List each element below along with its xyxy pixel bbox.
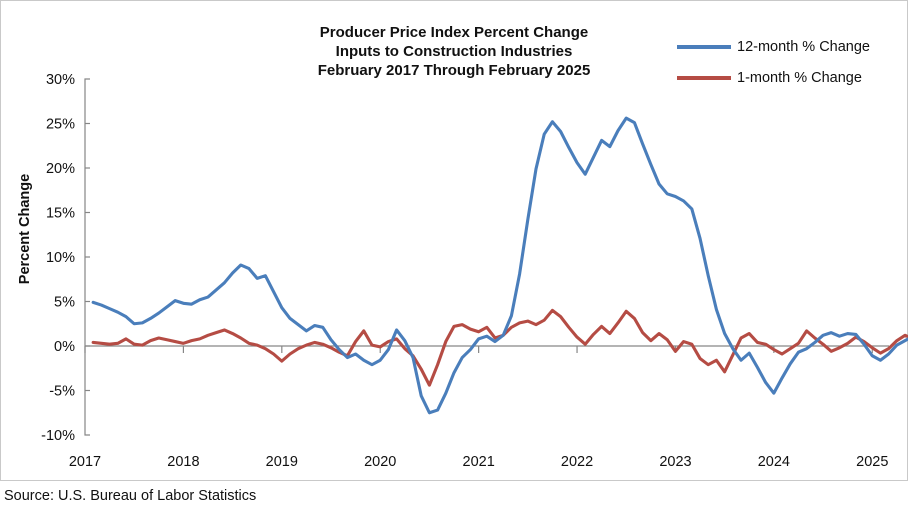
legend-item-12-month: 12-month % Change (677, 31, 903, 62)
legend-label-1-month: 1-month % Change (737, 69, 862, 86)
x-tick-label: 2017 (69, 454, 101, 470)
x-tick-label: 2019 (266, 454, 298, 470)
y-tick-label: 10% (46, 250, 75, 266)
legend-label-12-month: 12-month % Change (737, 38, 870, 55)
legend-swatch-1-month (677, 75, 731, 80)
y-tick-label: -10% (41, 428, 75, 444)
chart-legend: 12-month % Change 1-month % Change (677, 31, 903, 93)
x-tick-label: 2022 (561, 454, 593, 470)
y-tick-label: 15% (46, 206, 75, 222)
plot-area: 30% 25% 20% 15% 10% 5% 0% -5% -10% 2017 2018 2019 20… (41, 72, 908, 470)
series-line-12-month (91, 116, 908, 415)
source-note: Source: U.S. Bureau of Labor Statistics (4, 488, 257, 504)
chart-title: Producer Price Index Percent Change Inpu… (317, 24, 591, 79)
y-tick-label: 30% (46, 72, 75, 88)
x-tick-label: 2025 (856, 454, 888, 470)
y-tick-label: 20% (46, 161, 75, 177)
x-tick-label: 2018 (167, 454, 199, 470)
x-tick-label: 2023 (659, 454, 691, 470)
y-tick-label: 5% (54, 295, 75, 311)
legend-item-1-month: 1-month % Change (677, 62, 903, 93)
y-tick-label: 0% (54, 339, 75, 355)
x-tick-label: 2024 (758, 454, 790, 470)
x-tick-label: 2021 (463, 454, 495, 470)
y-tick-label: -5% (49, 384, 75, 400)
y-tick-label: 25% (46, 117, 75, 133)
legend-swatch-12-month (677, 44, 731, 49)
x-tick-label: 2020 (364, 454, 396, 470)
chart-card: Producer Price Index Percent Change Inpu… (0, 0, 908, 481)
